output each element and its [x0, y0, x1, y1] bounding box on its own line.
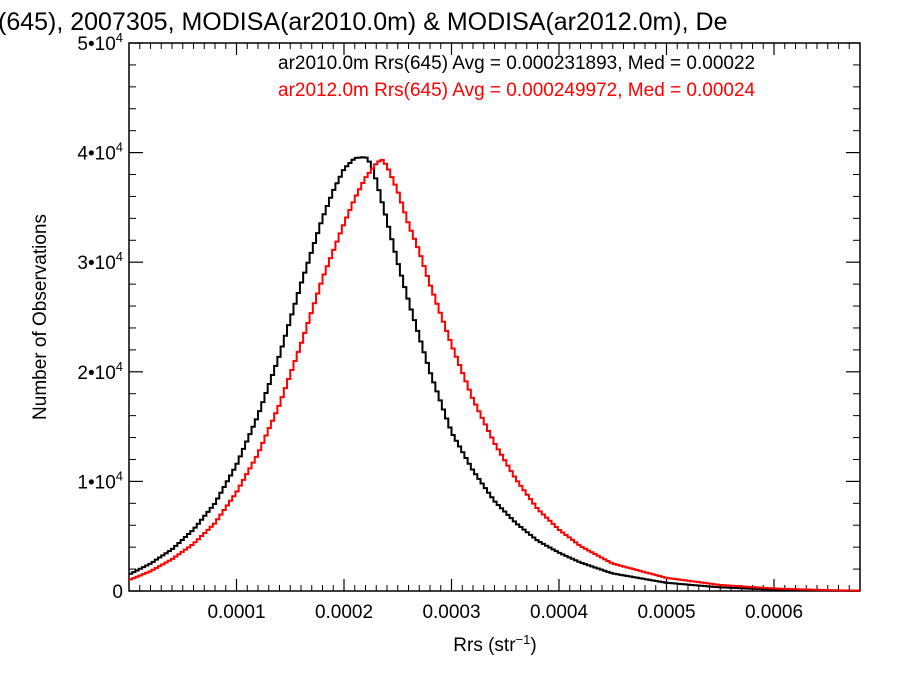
y-tick-label: 4•104 [77, 140, 123, 165]
series-lines [129, 156, 860, 592]
y-axis-label: Number of Observations [30, 214, 51, 420]
axis-ticks [128, 42, 861, 592]
x-tick-labels: 0.0001 0.0002 0.0003 0.0004 0.0005 0.0006 [207, 602, 803, 623]
x-axis-label-close: ) [530, 635, 536, 656]
y-tick-labels: 0 1•104 2•104 3•104 4•104 5•104 [77, 30, 123, 603]
y-tick-label: 1•104 [77, 468, 123, 493]
x-tick-label: 0.0005 [637, 602, 695, 623]
plot-frame [128, 42, 861, 592]
x-tick-label: 0.0001 [207, 602, 265, 623]
x-tick-label: 0.0002 [315, 602, 373, 623]
series-line-1 [129, 158, 860, 592]
chart-title: (645), 2007305, MODISA(ar2010.0m) & MODI… [0, 8, 727, 36]
y-tick-label: 2•104 [77, 359, 123, 384]
x-tick-label: 0.0006 [745, 602, 803, 623]
legend-entry-ar2010: ar2010.0m Rrs(645) Avg = 0.000231893, Me… [278, 53, 755, 74]
x-tick-label: 0.0004 [530, 602, 589, 623]
y-tick-label: 5•104 [77, 30, 123, 55]
series-line-0 [129, 156, 860, 592]
x-axis-label: Rrs (str−1) [453, 632, 536, 656]
x-axis-label-superscript: −1 [516, 632, 531, 647]
y-tick-label: 0 [112, 582, 123, 603]
x-tick-label: 0.0003 [422, 602, 480, 623]
legend-entry-ar2012: ar2012.0m Rrs(645) Avg = 0.000249972, Me… [278, 80, 756, 101]
y-tick-label: 3•104 [77, 249, 123, 274]
